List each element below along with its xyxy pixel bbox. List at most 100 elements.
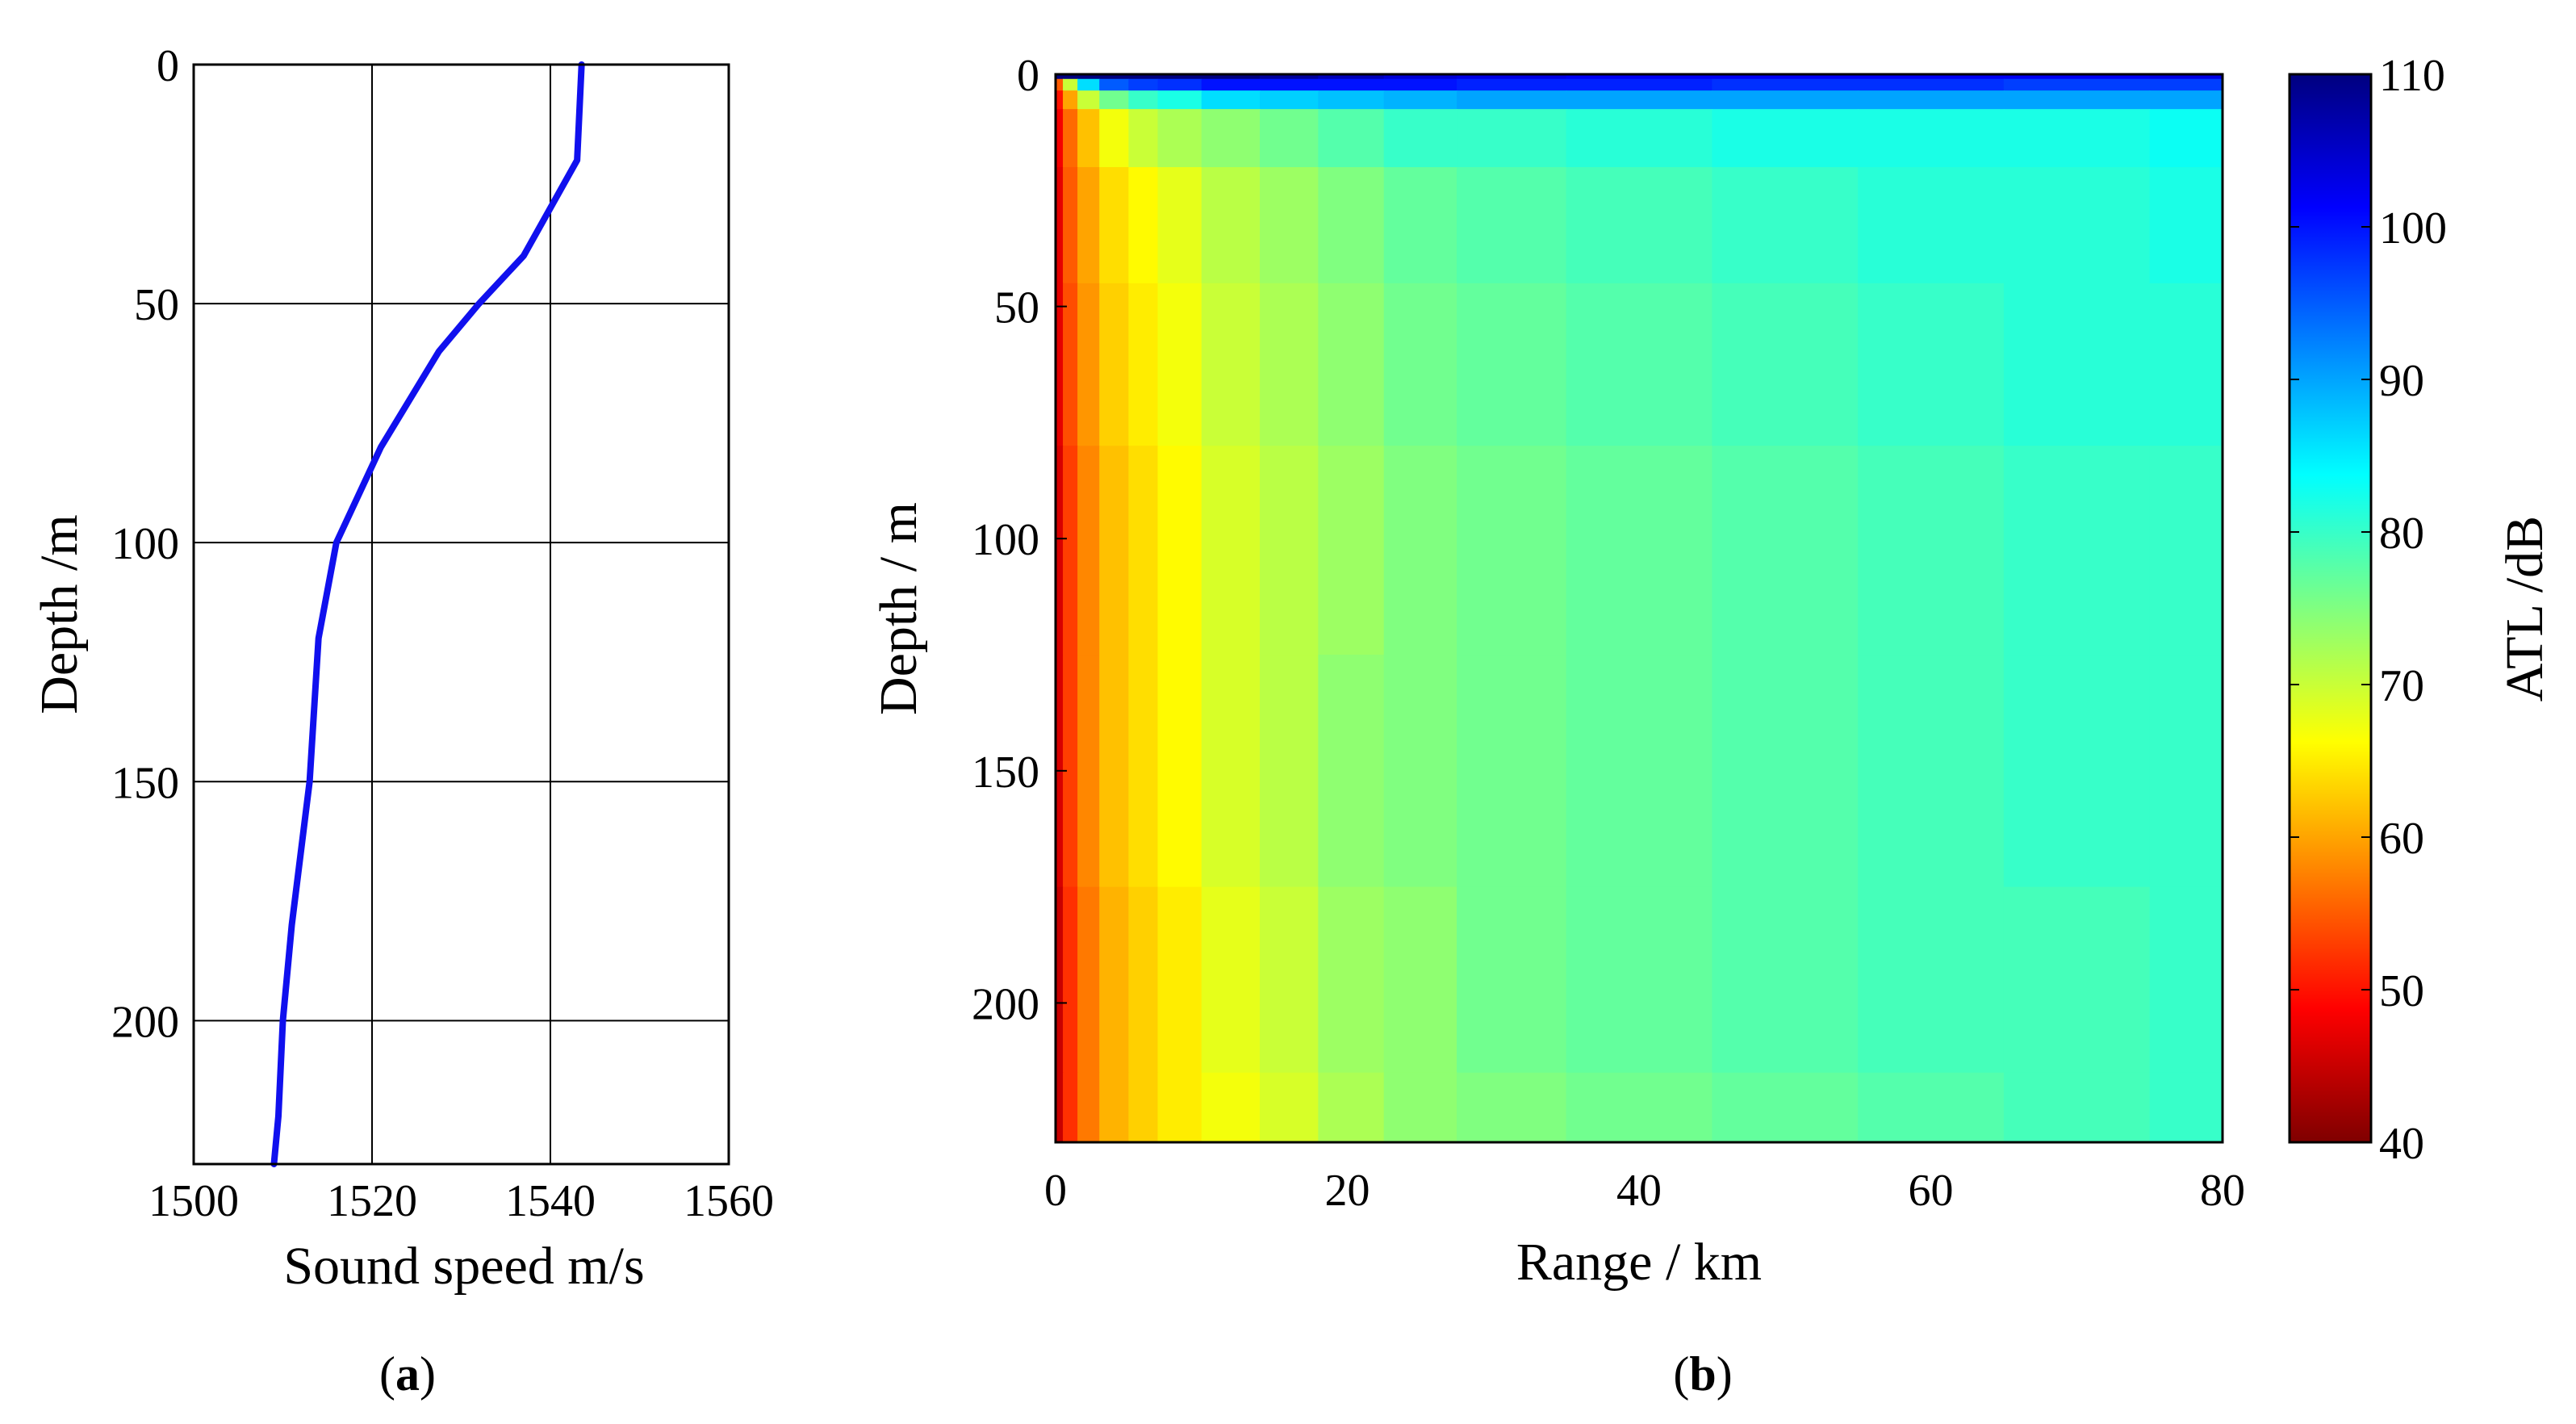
colorbar-tick-label: 40 [2379, 1119, 2424, 1169]
heatmap-cell [1063, 90, 1078, 110]
heatmap-cell [1077, 446, 1101, 655]
colorbar-tick-label: 110 [2379, 51, 2445, 101]
chart-a-xtick-label: 1540 [505, 1176, 596, 1226]
colorbar-tick-label: 90 [2379, 356, 2424, 406]
heatmap-cell [1712, 78, 1859, 91]
colorbar-tick-label: 70 [2379, 661, 2424, 711]
heatmap-cell [1063, 74, 1078, 80]
heatmap-cell [1260, 283, 1319, 446]
heatmap-cell [2003, 167, 2151, 284]
heatmap-cell [1063, 1072, 1078, 1143]
heatmap-cell [1858, 74, 2005, 80]
heatmap-cell [1318, 78, 1385, 91]
heatmap-cell [1201, 109, 1261, 168]
chart-b-frame [1054, 73, 2224, 1144]
chart-b-heatmap [1056, 74, 2223, 1143]
chart-b-ytick-label: 200 [972, 979, 1039, 1029]
heatmap-cell [1099, 109, 1130, 168]
chart-a-series-line [270, 61, 585, 1167]
heatmap-cell [1128, 78, 1159, 91]
heatmap-cell [2003, 655, 2151, 888]
heatmap-cell [1858, 78, 2005, 91]
heatmap-cell [2003, 886, 2151, 1074]
heatmap-cell [2149, 78, 2223, 91]
heatmap-cell [1383, 283, 1457, 446]
heatmap-cell [1056, 167, 1064, 284]
heatmap-cell [1063, 283, 1078, 446]
chart-b-ylabel: Depth / m [869, 502, 928, 715]
heatmap-cell [1056, 1072, 1064, 1143]
heatmap-cell [2003, 283, 2151, 446]
chart-a-ytick-label: 50 [134, 280, 179, 330]
colorbar-tick-label: 100 [2379, 203, 2447, 253]
heatmap-cell [1318, 655, 1385, 888]
heatmap-cell [1260, 167, 1319, 284]
heatmap-cell [1063, 78, 1078, 91]
heatmap-cell [1457, 90, 1567, 110]
heatmap-cell [1128, 90, 1159, 110]
heatmap-cell [1566, 167, 1713, 284]
heatmap-cell [1157, 655, 1202, 888]
chart-b-xtick-label: 0 [1044, 1166, 1067, 1216]
heatmap-cell [1318, 74, 1385, 80]
heatmap-cell [1383, 167, 1457, 284]
heatmap-cell [1457, 167, 1567, 284]
heatmap-cell [1157, 446, 1202, 655]
heatmap-cell [2149, 655, 2223, 888]
heatmap-cell [1099, 74, 1130, 80]
heatmap-cell [1457, 78, 1567, 91]
colorbar-gradient [2290, 74, 2371, 1142]
heatmap-cell [1099, 78, 1130, 91]
heatmap-cell [1457, 886, 1567, 1074]
heatmap-cell [1063, 886, 1078, 1074]
heatmap-cell [1383, 886, 1457, 1074]
heatmap-cell [1383, 1072, 1457, 1143]
heatmap-cell [1201, 74, 1261, 80]
heatmap-cell [2149, 167, 2223, 284]
heatmap-cell [1566, 78, 1713, 91]
chart-b-ytick-label: 50 [994, 283, 1039, 333]
chart-a: 1500 1520 1540 1560 0 50 100 150 200 Sound spee… [30, 41, 774, 1401]
heatmap-cell [1260, 1072, 1319, 1143]
heatmap-cell [1712, 74, 1859, 80]
heatmap-cell [1457, 283, 1567, 446]
heatmap-cell [1099, 655, 1130, 888]
heatmap-cell [1201, 283, 1261, 446]
heatmap-cell [1457, 446, 1567, 655]
heatmap-cell [1383, 74, 1457, 80]
heatmap-cell [1566, 283, 1713, 446]
heatmap-cell [2149, 446, 2223, 655]
heatmap-cell [1712, 1072, 1859, 1143]
heatmap-cell [2149, 109, 2223, 168]
heatmap-cell [1157, 167, 1202, 284]
heatmap-cell [1056, 446, 1064, 655]
chart-b-ytick-label: 150 [972, 748, 1039, 798]
heatmap-cell [1056, 886, 1064, 1074]
chart-a-plot-area [194, 65, 729, 1164]
heatmap-cell [1260, 90, 1319, 110]
heatmap-cell [1318, 886, 1385, 1074]
heatmap-cell [1566, 655, 1713, 888]
heatmap-cell [1858, 886, 2005, 1074]
heatmap-cell [1457, 1072, 1567, 1143]
heatmap-cell [1077, 1072, 1101, 1143]
chart-b: 0 20 40 60 80 0 50 100 150 200 Range / km Depth … [869, 51, 2554, 1401]
heatmap-cell [1712, 655, 1859, 888]
heatmap-cell [1201, 446, 1261, 655]
colorbar-label: ATL /dB [2495, 516, 2554, 702]
colorbar-frame [2288, 73, 2373, 1144]
chart-b-y-ticks: 0 50 100 150 200 [972, 51, 1067, 1029]
chart-b-xtick-label: 80 [2200, 1166, 2245, 1216]
heatmap-cell [1457, 655, 1567, 888]
colorbar-tick-label: 50 [2379, 966, 2424, 1016]
heatmap-cell [2149, 886, 2223, 1074]
chart-a-y-ticks: 0 50 100 150 200 [111, 41, 179, 1047]
heatmap-cell [1457, 109, 1567, 168]
colorbar-ticks: 40 50 60 70 80 90 100 110 [2290, 51, 2447, 1169]
heatmap-cell [1712, 90, 1859, 110]
chart-b-ytick-label: 100 [972, 515, 1039, 565]
heatmap-cell [1157, 886, 1202, 1074]
heatmap-cell [2003, 109, 2151, 168]
heatmap-cell [1260, 446, 1319, 655]
colorbar-tick-label: 80 [2379, 509, 2424, 559]
